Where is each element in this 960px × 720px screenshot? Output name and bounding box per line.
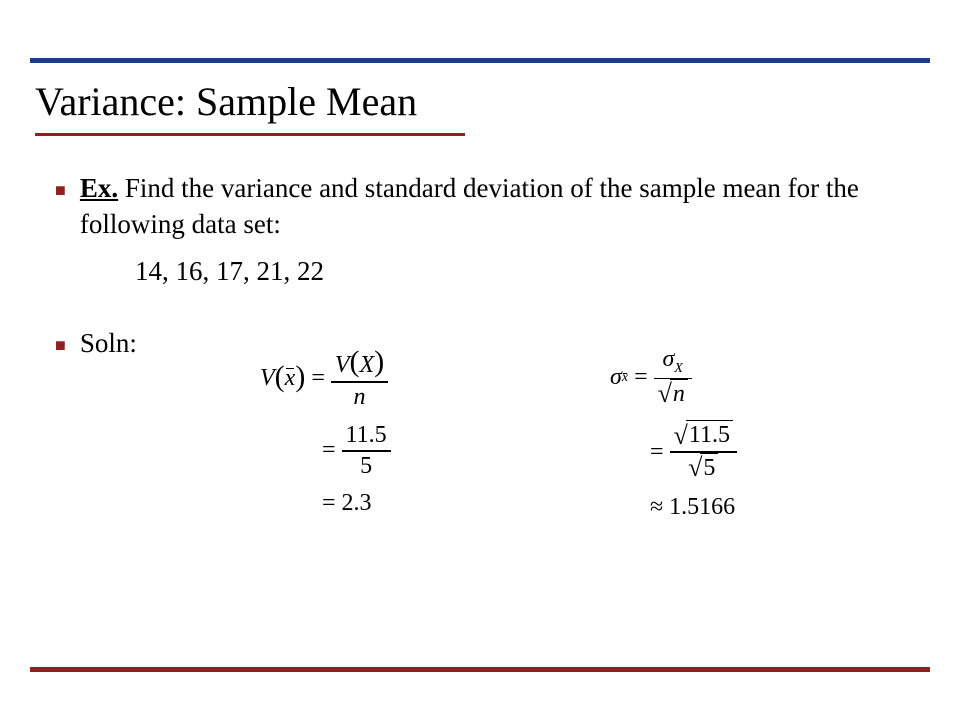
X-arg: X xyxy=(360,352,375,378)
var-func-num: V xyxy=(335,352,350,378)
data-set: 14, 16, 17, 21, 22 xyxy=(135,253,905,289)
equals: = xyxy=(322,490,336,517)
equals: = xyxy=(634,364,648,391)
variance-line-2: = 11.5 5 xyxy=(316,421,391,480)
top-horizontal-rule xyxy=(30,58,930,63)
example-label: Ex. xyxy=(80,173,118,203)
example-bullet: ■ Ex. Find the variance and standard dev… xyxy=(55,170,905,243)
bottom-horizontal-rule xyxy=(30,667,930,672)
sqrt-n-arg: n xyxy=(670,379,688,407)
sigma-num: σ xyxy=(663,346,675,372)
sqrt-5: √5 xyxy=(688,453,718,481)
title-underline xyxy=(35,133,465,136)
variance-result: 2.3 xyxy=(342,490,372,517)
approx-equals: ≈ xyxy=(650,494,663,521)
variance-line-1: V(x) = V(X) n xyxy=(260,345,391,411)
var-den-value: 5 xyxy=(356,452,376,481)
solution-bullet: ■ Soln: xyxy=(55,325,905,361)
sqrt-num-arg: 11.5 xyxy=(686,420,733,448)
variance-line-3: = 2.3 xyxy=(316,490,391,517)
example-prompt: Find the variance and standard deviation… xyxy=(80,173,859,239)
x-bar: x xyxy=(285,365,296,392)
variance-fraction-1: V(X) n xyxy=(331,345,388,411)
square-bullet-icon: ■ xyxy=(55,178,66,202)
stdev-line-2: = √11.5 √5 xyxy=(644,420,737,484)
paren-close: ) xyxy=(295,360,305,394)
variance-column: V(x) = V(X) n = 11.5 5 = 2.3 xyxy=(260,345,391,527)
sigma: σ xyxy=(610,364,622,391)
equals: = xyxy=(311,365,325,392)
stdev-fraction-2: √11.5 √5 xyxy=(670,420,737,484)
equals: = xyxy=(650,439,664,466)
stdev-line-1: σx = σX √n xyxy=(610,345,737,410)
var-num-value: 11.5 xyxy=(342,421,391,450)
sqrt-den-arg: 5 xyxy=(700,453,718,481)
sub-X: X xyxy=(674,361,683,376)
var-func: V xyxy=(260,365,275,392)
sqrt-11-5: √11.5 xyxy=(674,420,733,448)
stdev-fraction-1: σX √n xyxy=(654,345,692,410)
solution-label: Soln: xyxy=(80,325,137,361)
var-den-n: n xyxy=(350,383,370,412)
paren-close: ) xyxy=(374,345,384,378)
title-block: Variance: Sample Mean xyxy=(35,78,465,136)
stdev-column: σx = σX √n = √11.5 xyxy=(610,345,737,531)
sqrt-n: √n xyxy=(658,379,688,407)
equals: = xyxy=(322,437,336,464)
square-bullet-icon: ■ xyxy=(55,333,66,357)
example-text: Ex. Find the variance and standard devia… xyxy=(80,170,905,243)
paren-open: ( xyxy=(275,360,285,394)
paren-open: ( xyxy=(350,345,360,378)
slide-title: Variance: Sample Mean xyxy=(35,78,465,125)
stdev-result: 1.5166 xyxy=(669,494,735,521)
sub-xbar: x xyxy=(622,370,628,386)
content-area: ■ Ex. Find the variance and standard dev… xyxy=(55,170,905,370)
variance-fraction-2: 11.5 5 xyxy=(342,421,391,480)
stdev-line-3: ≈ 1.5166 xyxy=(644,494,737,521)
